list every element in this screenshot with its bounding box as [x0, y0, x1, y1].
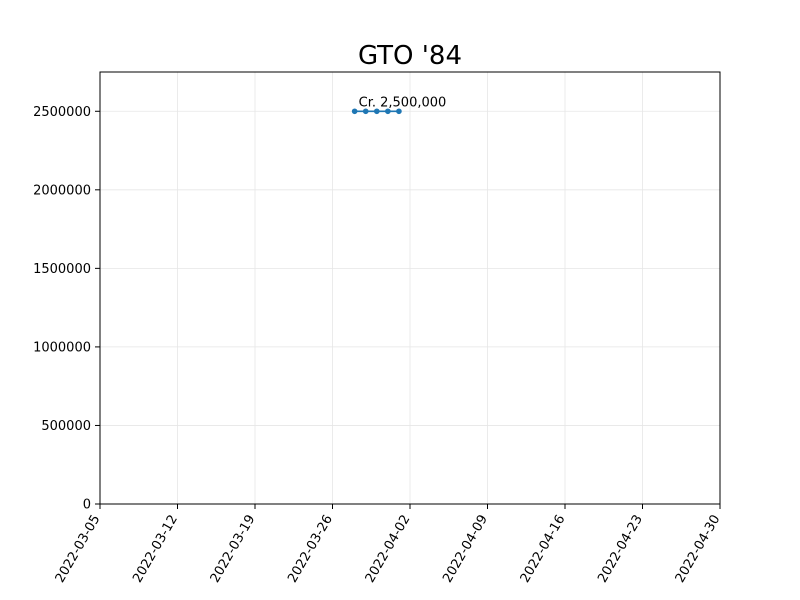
y-axis: 0 500000 1000000 1500000 2000000 2500000	[33, 105, 100, 513]
x-tick-label: 2022-04-16	[518, 513, 569, 586]
y-tick-label: 2000000	[33, 183, 91, 198]
chart-title: GTO '84	[358, 41, 462, 71]
x-tick-label: 2022-04-09	[440, 513, 491, 586]
data-point	[351, 108, 358, 115]
x-tick-label: 2022-04-30	[673, 513, 724, 586]
x-tick-label: 2022-03-12	[130, 513, 181, 586]
data-point	[362, 108, 369, 115]
x-tick-label: 2022-04-02	[363, 513, 414, 586]
y-tick-label: 1500000	[33, 262, 91, 277]
x-tick-label: 2022-03-19	[208, 513, 259, 586]
data-point	[396, 108, 402, 115]
x-axis: 2022-03-05 2022-03-12 2022-03-19 2022-03-26…	[53, 504, 724, 586]
y-tick-label: 0	[83, 498, 91, 513]
y-tick-label: 2500000	[33, 105, 91, 120]
x-tick-label: 2022-03-05	[53, 513, 104, 586]
data-label: Cr. 2,500,000	[359, 95, 447, 110]
x-tick-label: 2022-04-23	[595, 513, 646, 586]
data-point	[385, 108, 391, 115]
y-tick-label: 500000	[41, 419, 91, 434]
annotation-layer: Cr. 2,500,000	[359, 95, 447, 110]
series-layer	[351, 108, 402, 115]
grid	[99, 72, 721, 505]
data-point	[373, 108, 380, 115]
y-tick-label: 1000000	[33, 340, 91, 355]
x-tick-label: 2022-03-26	[285, 513, 336, 586]
